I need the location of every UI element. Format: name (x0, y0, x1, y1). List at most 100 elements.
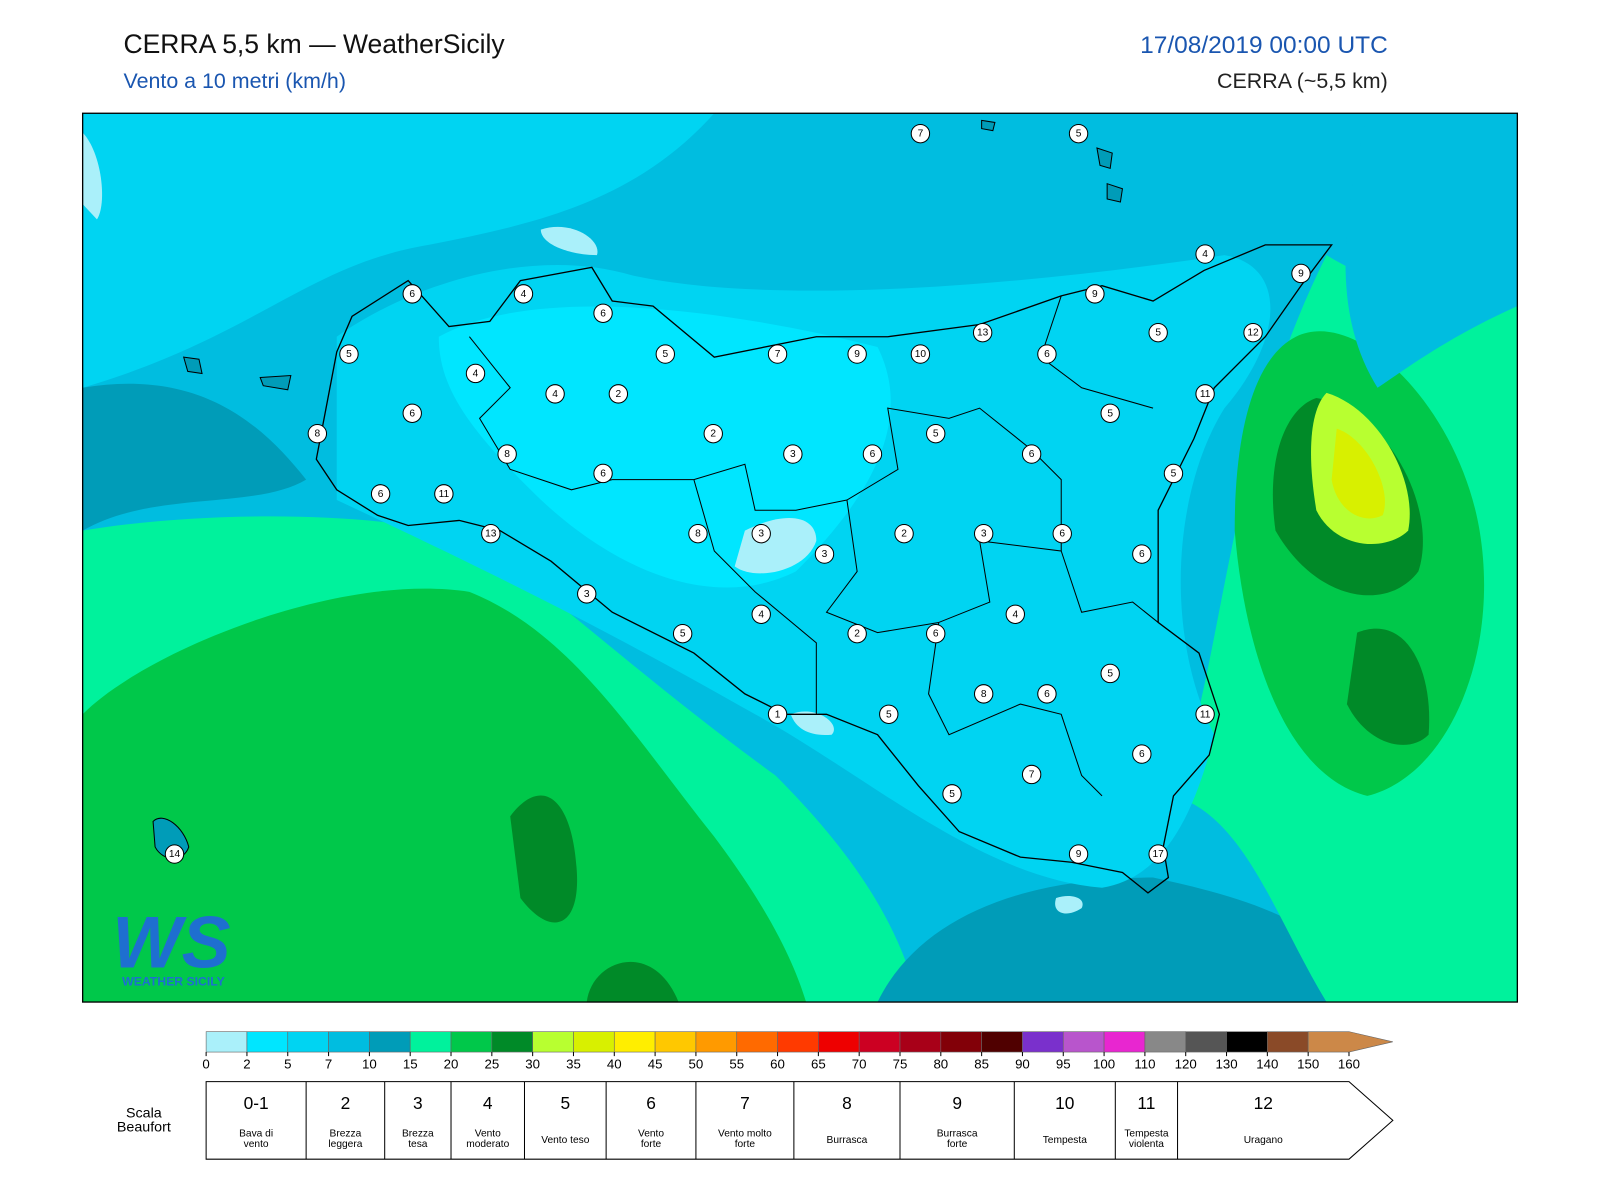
colorbar-bin (1144, 1031, 1187, 1053)
station-marker (1132, 544, 1152, 564)
colorbar-tick-label: 100 (1093, 1056, 1115, 1071)
beaufort-desc: Bava di (239, 1129, 273, 1140)
station-marker (307, 423, 328, 444)
beaufort-desc: Burrasca (827, 1135, 868, 1146)
station-marker (1100, 663, 1120, 684)
beaufort-desc: Tempesta (1043, 1135, 1088, 1146)
beaufort-desc: moderato (466, 1139, 509, 1150)
colorbar-tick-label: 7 (325, 1056, 332, 1071)
station-marker (1195, 704, 1215, 724)
beaufort-desc: Burrasca (937, 1129, 978, 1140)
colorbar-bin (981, 1031, 1023, 1053)
station-value: 7 (775, 349, 781, 360)
beaufort-desc: forte (947, 1139, 968, 1150)
colorbar-bin (1185, 1031, 1227, 1053)
station-marker (1021, 764, 1042, 785)
station-value: 5 (662, 349, 668, 360)
station-value: 5 (1107, 668, 1113, 679)
station-value: 12 (1247, 328, 1259, 339)
station-marker (703, 423, 723, 444)
colorbar-tick-label: 0 (202, 1056, 209, 1071)
station-marker (751, 604, 771, 624)
colorbar-bin (450, 1031, 493, 1053)
station-marker (973, 684, 994, 704)
station-marker (1195, 384, 1215, 404)
station-marker (894, 523, 914, 544)
colorbar: 0 2 5 7 10 15 20 25 30 35 40 45 50 55 60 65 70 75 80 85 90 95… (202, 1031, 1393, 1071)
beaufort-desc: Vento molto (718, 1129, 772, 1140)
colorbar-bin (573, 1031, 615, 1053)
colorbar-tick-label: 15 (403, 1056, 418, 1071)
station-value: 11 (1200, 389, 1211, 400)
station-marker (814, 544, 835, 564)
beaufort-desc: Vento (475, 1129, 501, 1140)
colorbar-tick-label: 20 (444, 1056, 459, 1071)
station-value: 3 (758, 529, 764, 540)
station-marker (402, 284, 422, 304)
station-value: 5 (886, 709, 892, 720)
station-marker (1100, 403, 1120, 423)
station-value: 5 (933, 429, 939, 440)
station-value: 4 (1012, 609, 1018, 620)
beaufort-force: 0-1 (244, 1093, 269, 1113)
station-value: 8 (981, 689, 987, 700)
beaufort-desc: forte (735, 1139, 756, 1150)
colorbar-bin (899, 1031, 942, 1053)
station-value: 4 (552, 389, 558, 400)
beaufort-label: Beaufort (117, 1120, 171, 1136)
station-value: 7 (1029, 770, 1035, 781)
station-value: 2 (854, 629, 860, 640)
logo-mark: WS (112, 900, 230, 983)
colorbar-tick-label: 65 (811, 1056, 826, 1071)
station-value: 6 (409, 289, 415, 300)
station-value: 5 (1107, 408, 1113, 419)
station-value: 4 (758, 609, 764, 620)
colorbar-tick-label: 130 (1215, 1056, 1237, 1071)
station-value: 1 (775, 709, 781, 720)
station-marker (672, 623, 693, 644)
station-value: 13 (977, 328, 989, 339)
station-value: 8 (315, 429, 321, 440)
map-frame (81, 112, 1519, 1003)
station-value: 3 (822, 549, 828, 560)
beaufort-label: Scala (126, 1105, 162, 1121)
beaufort-force: 2 (341, 1093, 351, 1113)
station-value: 9 (854, 349, 860, 360)
station-value: 9 (1076, 849, 1082, 860)
colorbar-bin (1022, 1031, 1064, 1053)
station-marker (481, 523, 501, 544)
colorbar-bin (736, 1031, 778, 1053)
station-marker (655, 344, 675, 364)
station-value: 4 (521, 289, 527, 300)
station-marker (1148, 844, 1168, 864)
colorbar-tick-label: 10 (362, 1056, 377, 1071)
station-value: 6 (600, 308, 606, 319)
station-value: 4 (473, 368, 479, 379)
station-marker (1085, 284, 1105, 304)
station-value: 5 (1076, 129, 1082, 140)
colorbar-tick-label: 85 (974, 1056, 989, 1071)
station-value: 6 (600, 468, 606, 479)
station-marker (973, 523, 994, 544)
colorbar-bin (1103, 1031, 1146, 1053)
station-value: 13 (485, 529, 497, 540)
colorbar-tick-label: 2 (243, 1056, 250, 1071)
station-marker (1037, 684, 1057, 704)
station-marker (1037, 344, 1057, 364)
station-value: 7 (918, 129, 924, 140)
beaufort-force: 6 (646, 1093, 656, 1113)
station-marker (1148, 322, 1168, 343)
station-marker (1163, 463, 1184, 484)
colorbar-bin (940, 1031, 982, 1053)
station-marker (1052, 523, 1072, 544)
colorbar-bin (409, 1031, 452, 1053)
beaufort-force: 4 (483, 1093, 493, 1113)
station-marker (1243, 322, 1263, 343)
station-marker (1132, 744, 1152, 764)
station-value: 3 (981, 529, 987, 540)
colorbar-bin (491, 1031, 533, 1053)
station-marker (1005, 604, 1025, 624)
station-marker (164, 844, 185, 864)
